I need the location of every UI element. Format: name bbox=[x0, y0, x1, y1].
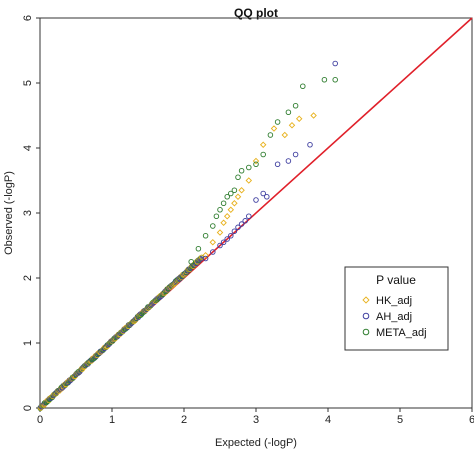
qq-point bbox=[224, 236, 230, 242]
qq-point bbox=[252, 157, 260, 165]
qq-point bbox=[307, 141, 313, 148]
qq-point bbox=[227, 206, 235, 213]
qq-point bbox=[321, 76, 328, 83]
x-tick-label: 4 bbox=[325, 414, 331, 426]
y-tick-label: 1 bbox=[22, 340, 34, 346]
qq-point bbox=[253, 197, 259, 203]
qq-point bbox=[238, 167, 245, 174]
qq-point bbox=[292, 151, 299, 158]
qq-point bbox=[228, 232, 234, 239]
qq-point bbox=[253, 161, 259, 167]
series-META_adj bbox=[188, 76, 338, 265]
x-tick-label: 0 bbox=[37, 414, 43, 426]
qq-point bbox=[292, 102, 299, 109]
y-tick-label: 0 bbox=[22, 405, 34, 411]
y-tick-label: 6 bbox=[22, 15, 34, 21]
series-AH_adj bbox=[202, 60, 338, 262]
qq-point bbox=[285, 158, 292, 164]
legend-items: HK_adj AH_adj META_adj bbox=[362, 295, 427, 339]
dense-points bbox=[37, 254, 205, 412]
qq-point bbox=[246, 213, 252, 219]
y-tick-label: 3 bbox=[22, 210, 34, 216]
x-tick-label: 1 bbox=[109, 414, 115, 426]
legend-label: HK_adj bbox=[376, 295, 412, 307]
qq-point bbox=[220, 219, 227, 226]
qq-point bbox=[210, 249, 216, 255]
qq-point bbox=[210, 223, 216, 229]
qq-point bbox=[332, 60, 338, 67]
legend-label: META_adj bbox=[376, 327, 427, 339]
y-axis-title: Observed (-logP) bbox=[3, 171, 15, 255]
legend-item-HK_adj: HK_adj bbox=[362, 295, 412, 307]
x-axis-title: Expected (-logP) bbox=[215, 437, 297, 449]
qq-point bbox=[216, 229, 224, 236]
x-tick-label: 5 bbox=[397, 414, 403, 426]
qq-point bbox=[274, 161, 281, 167]
chart-title: QQ plot bbox=[234, 6, 278, 20]
legend-item-META_adj: META_adj bbox=[362, 327, 427, 339]
points-layer bbox=[37, 60, 338, 412]
qq-point bbox=[228, 190, 234, 197]
qq-point bbox=[231, 200, 238, 207]
qq-point bbox=[231, 187, 238, 193]
legend: P value HK_adj AH_adj META_adj bbox=[344, 266, 449, 351]
qq-point bbox=[217, 242, 223, 249]
qq-point bbox=[238, 221, 245, 227]
qq-point bbox=[300, 83, 306, 89]
qq-point bbox=[310, 112, 317, 119]
qq-point bbox=[235, 174, 241, 180]
qq-point bbox=[332, 76, 338, 83]
qq-point bbox=[217, 206, 223, 213]
qq-point bbox=[242, 218, 248, 224]
qq-point bbox=[235, 224, 241, 231]
qq-point bbox=[223, 213, 231, 220]
qq-point bbox=[288, 122, 296, 129]
qq-point bbox=[238, 187, 245, 194]
qq-point bbox=[195, 245, 202, 252]
qq-point bbox=[264, 193, 270, 200]
qq-point bbox=[270, 125, 278, 132]
legend-title: P value bbox=[376, 273, 416, 287]
qq-point bbox=[245, 177, 253, 184]
qq-point bbox=[246, 164, 252, 171]
qq-point bbox=[259, 141, 267, 148]
qq-point bbox=[188, 259, 194, 265]
qq-point bbox=[224, 193, 230, 200]
x-tick-label: 3 bbox=[253, 414, 259, 426]
legend-label: AH_adj bbox=[376, 311, 412, 323]
series-HK_adj bbox=[202, 112, 317, 259]
legend-marker bbox=[362, 312, 370, 320]
y-tick-label: 2 bbox=[22, 275, 34, 281]
x-tick-label: 2 bbox=[181, 414, 187, 426]
qq-point bbox=[220, 200, 227, 206]
qq-point bbox=[231, 228, 238, 234]
y-tick-label: 4 bbox=[22, 145, 34, 151]
qq-point bbox=[209, 239, 217, 246]
qq-point bbox=[281, 131, 289, 139]
axis-ticks: 0 1 2 3 4 5 6 0 1 2 3 4 5 6 bbox=[22, 15, 474, 426]
legend-marker bbox=[362, 328, 370, 336]
qq-point bbox=[213, 213, 220, 219]
qq-point bbox=[260, 190, 266, 197]
qq-point bbox=[220, 239, 227, 245]
qq-point bbox=[295, 115, 303, 122]
qq-point bbox=[234, 193, 242, 200]
qq-point bbox=[274, 119, 281, 125]
qq-point bbox=[260, 151, 266, 158]
qq-point bbox=[202, 232, 209, 239]
legend-item-AH_adj: AH_adj bbox=[362, 311, 412, 323]
legend-box bbox=[344, 266, 449, 351]
legend-marker bbox=[362, 296, 370, 304]
x-tick-label: 6 bbox=[469, 414, 474, 426]
qq-point bbox=[267, 132, 274, 138]
qq-point bbox=[202, 252, 209, 259]
qq-point bbox=[202, 255, 209, 262]
y-tick-label: 5 bbox=[22, 80, 34, 86]
qq-point bbox=[285, 109, 292, 115]
